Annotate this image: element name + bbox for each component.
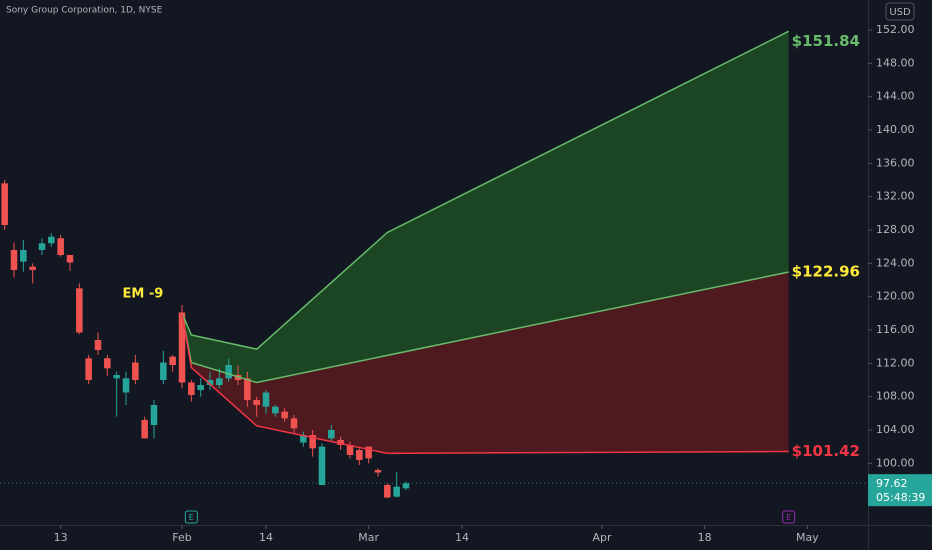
x-tick-label: Apr [592,531,612,544]
candle-body [262,392,270,407]
candle-body [20,250,27,262]
y-tick-label: 140.00 [876,123,915,136]
currency-box[interactable] [885,2,915,21]
candle-body [253,400,260,405]
candle-body [85,358,92,380]
candle-body [225,365,232,379]
y-tick-label: 144.00 [876,90,915,103]
candle-body [113,375,120,379]
candle-body [328,430,335,439]
y-tick-label: 116.00 [876,323,915,336]
candle-body [393,486,400,497]
candle-body [244,378,251,400]
x-tick-label: Mar [358,531,379,544]
x-tick-label: 14 [455,531,469,544]
event-marker[interactable] [184,510,198,524]
candle-body [337,440,344,445]
projection-line [181,313,789,455]
candle-body [346,445,354,455]
candle-body [94,340,102,350]
last-price-box [868,474,932,507]
y-tick-label: 100.00 [876,456,915,469]
projection-line [181,30,790,350]
x-tick-label: 13 [54,531,68,544]
band-fill [182,272,789,454]
candle-body [1,183,8,225]
candle-body [150,405,158,425]
candle-body [281,411,288,419]
candle-body [122,378,130,393]
candle-body [197,385,204,390]
candle-body [169,356,176,365]
candle-body [10,250,18,270]
candle-body [29,266,36,270]
y-tick-label: 120.00 [876,290,915,303]
projection-label: $122.96 [792,263,860,281]
x-tick-label: Feb [172,531,191,544]
y-tick-label: 148.00 [876,56,915,69]
y-tick-label: 104.00 [876,423,915,436]
candle-body [374,470,382,473]
last-price-label: 97.62 [876,477,908,490]
candle-body [216,378,223,385]
candle-body [384,485,391,498]
candle-body [178,312,186,383]
event-label: E [786,513,791,522]
candle-body [402,483,410,489]
candle-body [141,420,148,439]
projection-label: $151.84 [792,32,860,50]
event-label: E [189,513,194,522]
x-tick-label: 18 [698,531,712,544]
band-fill [182,31,789,383]
candle-body [300,435,307,443]
y-tick-label: 132.00 [876,190,915,203]
x-tick-label: May [796,531,819,544]
currency: USD [889,7,911,18]
y-tick-label: 136.00 [876,156,915,169]
candle-body [76,288,83,333]
candle-body [318,446,326,485]
y-tick-label: 152.00 [876,23,915,36]
candle-body [38,243,46,250]
candle-body [272,406,279,414]
candle-body [365,446,372,459]
candle-body [309,435,316,449]
candle-body [160,362,167,380]
projection-label: $101.42 [792,442,860,460]
candle-body [206,380,214,385]
candle-body [356,450,363,460]
chart-title: Sony Group Corporation, 1D, NYSE [6,6,163,16]
candle-body [104,358,111,369]
event-marker[interactable] [782,510,796,524]
candle-body [57,238,64,255]
candle-body [290,418,298,429]
candle-body [188,382,195,395]
candle-body [66,255,74,263]
candle-body [132,362,139,380]
y-tick-label: 124.00 [876,256,915,269]
x-tick-label: 14 [259,531,273,544]
countdown: 05:48:39 [876,491,925,504]
annotation: EM -9 [123,287,164,302]
y-tick-label: 108.00 [876,390,915,403]
y-tick-label: 128.00 [876,223,915,236]
candle-body [48,236,55,244]
y-tick-label: 112.00 [876,356,915,369]
